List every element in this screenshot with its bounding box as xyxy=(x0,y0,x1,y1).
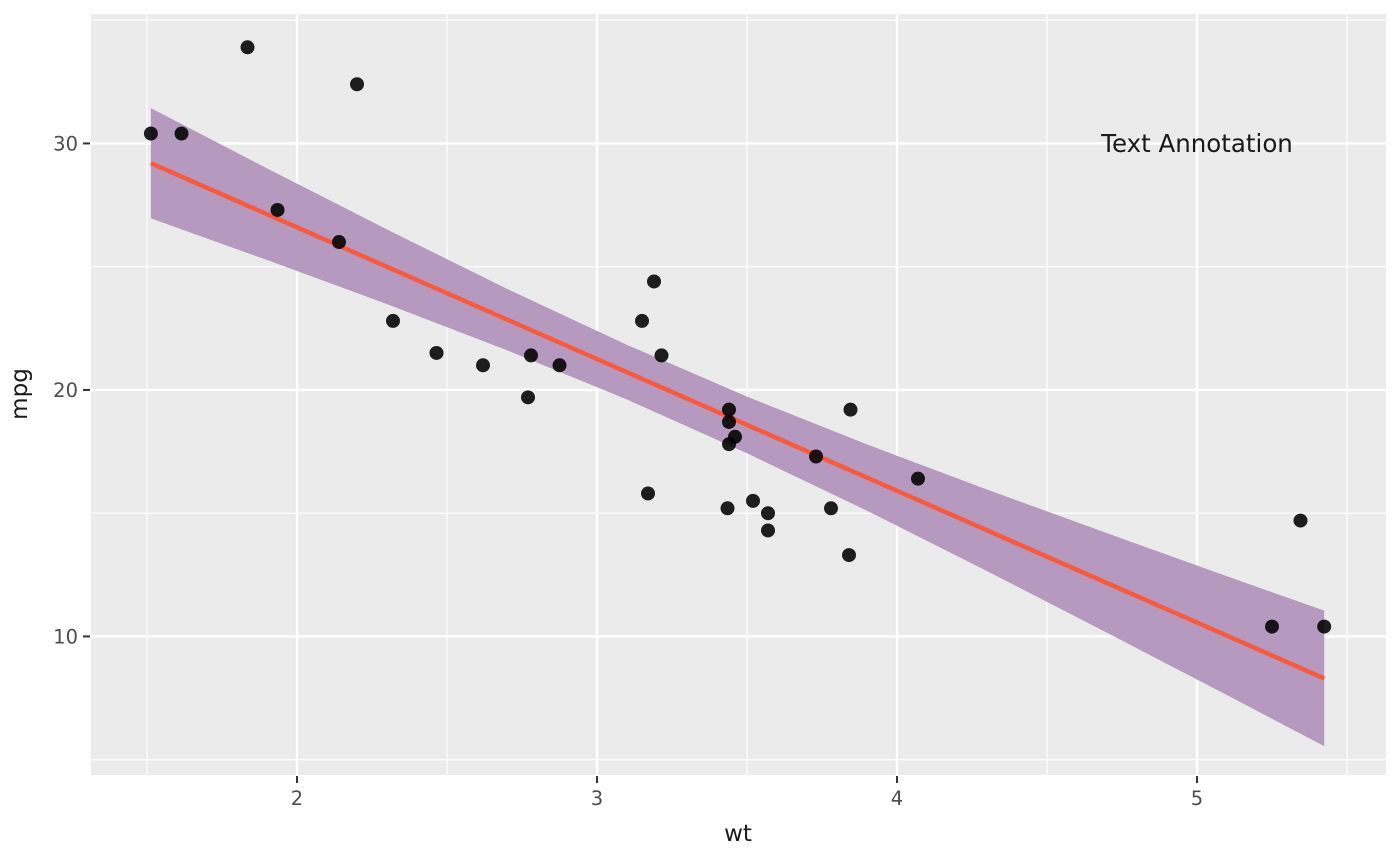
data-point xyxy=(722,414,737,429)
data-points-layer xyxy=(143,40,1332,634)
data-point xyxy=(720,501,735,516)
data-point xyxy=(1293,513,1308,528)
y-tick-label: 10 xyxy=(53,625,78,648)
data-point xyxy=(722,402,737,417)
data-point xyxy=(552,358,567,373)
y-axis-title: mpg xyxy=(7,368,33,420)
data-point xyxy=(476,358,491,373)
data-point xyxy=(386,313,401,328)
data-point xyxy=(174,126,189,141)
regression-line-layer xyxy=(150,161,1326,681)
axis-ticks-layer xyxy=(83,142,1199,783)
data-point xyxy=(761,506,776,521)
confidence-ribbon-layer xyxy=(150,108,1325,747)
x-tick-label: 3 xyxy=(591,787,603,810)
y-tick-label: 20 xyxy=(53,379,78,402)
x-tick-label: 5 xyxy=(1191,787,1203,810)
data-point xyxy=(722,437,737,452)
text-annotation: Text Annotation xyxy=(1100,129,1293,158)
major-gridlines xyxy=(91,14,1386,775)
x-tick-label: 2 xyxy=(291,787,303,810)
data-point xyxy=(1265,619,1280,634)
data-point xyxy=(240,40,255,55)
axis-tick-labels-layer: 2 3 4 5 10 20 30 xyxy=(53,132,1203,810)
data-point xyxy=(824,501,839,516)
data-point xyxy=(842,548,857,563)
data-point xyxy=(1317,619,1332,634)
data-point xyxy=(332,235,347,250)
data-point xyxy=(270,202,285,217)
x-tick-label: 4 xyxy=(891,787,903,810)
data-point xyxy=(524,348,539,363)
data-point xyxy=(635,313,650,328)
x-axis-title: wt xyxy=(724,821,752,847)
data-point xyxy=(350,77,365,92)
regression-line xyxy=(150,161,1326,681)
data-point xyxy=(843,402,858,417)
data-point xyxy=(761,523,776,538)
data-point xyxy=(809,449,824,464)
data-point xyxy=(641,486,656,501)
y-tick-label: 30 xyxy=(53,132,78,155)
data-point xyxy=(654,348,669,363)
data-point xyxy=(143,126,158,141)
data-point xyxy=(429,345,444,360)
data-point xyxy=(746,493,761,508)
data-point xyxy=(647,274,662,289)
confidence-ribbon xyxy=(150,108,1325,747)
data-point xyxy=(521,390,536,405)
data-point xyxy=(911,471,926,486)
